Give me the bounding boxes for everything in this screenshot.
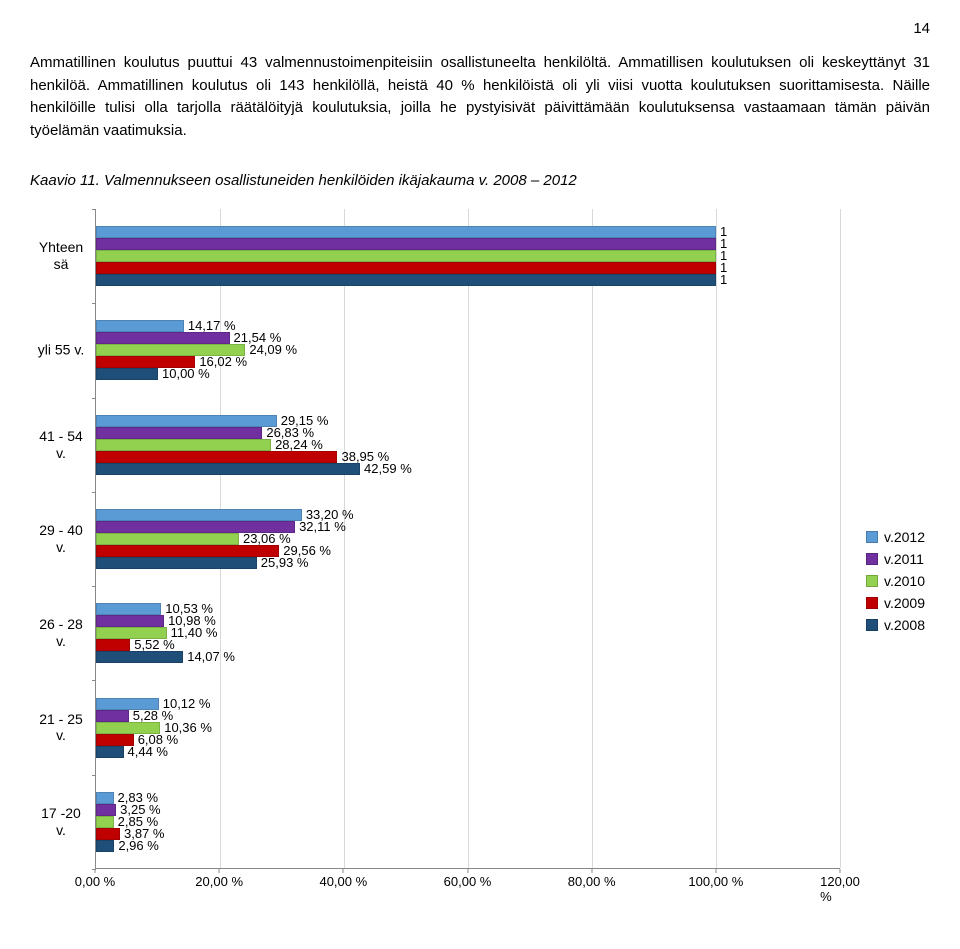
chart-x-axis: 0,00 %20,00 %40,00 %60,00 %80,00 %100,00… xyxy=(95,869,840,894)
bar-value-label: 10,00 % xyxy=(162,368,210,380)
bar xyxy=(96,415,277,427)
chart-caption: Kaavio 11. Valmennukseen osallistuneiden… xyxy=(30,172,930,189)
bar xyxy=(96,828,120,840)
bar xyxy=(96,238,716,250)
legend-label: v.2009 xyxy=(884,595,925,611)
y-axis-label: 41 - 54v. xyxy=(31,428,91,462)
legend-item: v.2009 xyxy=(866,595,925,611)
bar xyxy=(96,451,337,463)
legend-label: v.2008 xyxy=(884,617,925,633)
page-number: 14 xyxy=(30,20,930,37)
bar xyxy=(96,840,114,852)
legend-swatch xyxy=(866,597,878,609)
chart-legend: v.2012 v.2011 v.2010 v.2009 v.2008 xyxy=(866,529,925,639)
intro-paragraph: Ammatillinen koulutus puuttui 43 valmenn… xyxy=(30,52,930,142)
bar-value-label: 11,40 % xyxy=(171,627,218,639)
y-axis-label: 17 -20v. xyxy=(31,805,91,839)
bar-value-label: 32,11 % xyxy=(299,521,346,533)
legend-label: v.2010 xyxy=(884,573,925,589)
y-axis-label: Yhteensä xyxy=(31,239,91,273)
legend-swatch xyxy=(866,553,878,565)
bar-value-label: 2,96 % xyxy=(118,840,158,852)
bar xyxy=(96,746,124,758)
x-axis-label: 40,00 % xyxy=(319,874,367,889)
bar xyxy=(96,262,716,274)
bar xyxy=(96,368,158,380)
bar xyxy=(96,463,360,475)
legend-label: v.2012 xyxy=(884,529,925,545)
bar xyxy=(96,274,716,286)
bar xyxy=(96,320,184,332)
bar-value-label: 4,44 % xyxy=(128,746,168,758)
category-group: 17 -20v.2,83 %3,25 %2,85 %3,87 %2,96 % xyxy=(96,775,840,869)
bar xyxy=(96,439,271,451)
legend-swatch xyxy=(866,575,878,587)
y-axis-label: 26 - 28v. xyxy=(31,616,91,650)
bar-value-label: 24,09 % xyxy=(249,344,297,356)
bar xyxy=(96,226,716,238)
x-axis-label: 120,00 % xyxy=(820,874,860,904)
category-group: Yhteensä11111 xyxy=(96,209,840,303)
x-axis-label: 0,00 % xyxy=(75,874,115,889)
category-group: 29 - 40v.33,20 %32,11 %23,06 %29,56 %25,… xyxy=(96,492,840,586)
bar xyxy=(96,639,130,651)
legend-item: v.2008 xyxy=(866,617,925,633)
bar xyxy=(96,533,239,545)
bar xyxy=(96,557,257,569)
bar xyxy=(96,332,230,344)
bar-value-label: 5,52 % xyxy=(134,639,174,651)
bar-value-label: 14,07 % xyxy=(187,651,235,663)
x-axis-label: 60,00 % xyxy=(444,874,492,889)
chart-container: v.2012v.2011v.2010v.2009v.2008 Yhteensä1… xyxy=(30,209,930,894)
bar xyxy=(96,804,116,816)
bar-value-label: 25,93 % xyxy=(261,557,309,569)
bar xyxy=(96,250,716,262)
legend-swatch xyxy=(866,531,878,543)
bar xyxy=(96,545,279,557)
y-axis-label: 29 - 40v. xyxy=(31,522,91,556)
chart-plot-area: v.2012v.2011v.2010v.2009v.2008 Yhteensä1… xyxy=(95,209,840,869)
y-axis-label: 21 - 25v. xyxy=(31,711,91,745)
bar xyxy=(96,427,262,439)
bar xyxy=(96,509,302,521)
bar xyxy=(96,710,129,722)
category-group: yli 55 v.14,17 %21,54 %24,09 %16,02 %10,… xyxy=(96,303,840,397)
gridline xyxy=(840,209,841,868)
legend-label: v.2011 xyxy=(884,551,924,567)
legend-item: v.2012 xyxy=(866,529,925,545)
x-axis-label: 20,00 % xyxy=(195,874,243,889)
x-axis-label: 100,00 % xyxy=(688,874,743,889)
category-group: 41 - 54v.29,15 %26,83 %28,24 %38,95 %42,… xyxy=(96,398,840,492)
bar-value-label: 1 xyxy=(720,274,727,286)
bar xyxy=(96,792,114,804)
legend-item: v.2011 xyxy=(866,551,925,567)
legend-item: v.2010 xyxy=(866,573,925,589)
bar xyxy=(96,816,114,828)
category-group: 26 - 28v.10,53 %10,98 %11,40 %5,52 %14,0… xyxy=(96,586,840,680)
bar-value-label: 42,59 % xyxy=(364,463,412,475)
x-axis-label: 80,00 % xyxy=(568,874,616,889)
bar-value-label: 28,24 % xyxy=(275,439,323,451)
category-group: 21 - 25v.10,12 %5,28 %10,36 %6,08 %4,44 … xyxy=(96,680,840,774)
bar xyxy=(96,651,183,663)
legend-swatch xyxy=(866,619,878,631)
bar xyxy=(96,615,164,627)
y-axis-label: yli 55 v. xyxy=(31,342,91,359)
bar xyxy=(96,603,161,615)
bar-value-label: 14,17 % xyxy=(188,320,236,332)
